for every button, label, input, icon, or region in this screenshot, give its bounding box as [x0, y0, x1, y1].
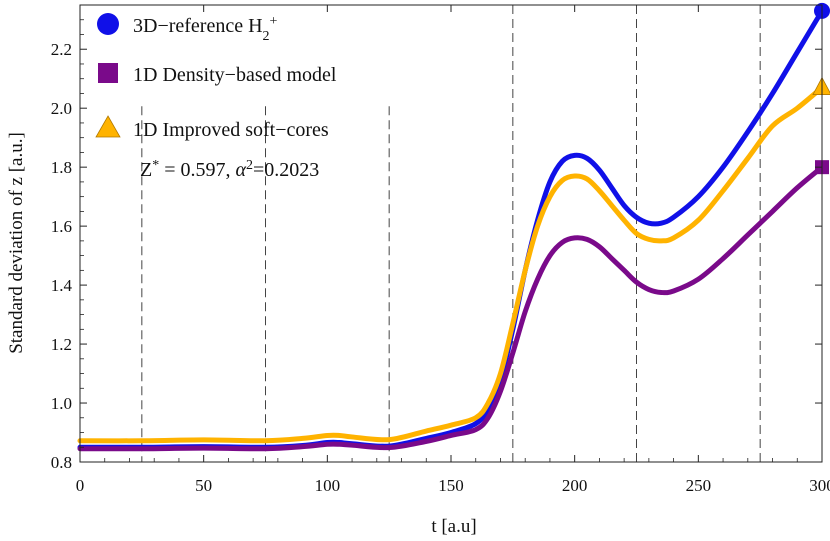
- x-tick-label: 0: [76, 476, 85, 495]
- x-axis-title: t [a.u]: [431, 516, 476, 537]
- vertical-dashed-lines: [141, 5, 761, 462]
- legend-square-marker: [98, 63, 118, 83]
- annotation-alpha: α: [236, 159, 247, 181]
- x-tick-label: 300: [809, 476, 830, 495]
- parameter-annotation: Z* = 0.597, α2=0.2023: [140, 158, 319, 182]
- x-tick-label: 150: [438, 476, 464, 495]
- annotation-alpha-sup: 2: [246, 158, 253, 173]
- y-tick-label: 0.8: [51, 453, 72, 472]
- y-tick-label: 2.0: [51, 99, 72, 118]
- x-tick-label: 200: [562, 476, 588, 495]
- annotation-z-sup: *: [152, 158, 159, 173]
- x-tick-label: 50: [195, 476, 212, 495]
- y-tick-label: 1.2: [51, 335, 72, 354]
- legend-triangle-marker: [95, 115, 121, 138]
- legend-label-density: 1D Density−based model: [133, 64, 337, 86]
- x-tick-label: 250: [686, 476, 712, 495]
- annotation-alpha-value: =0.2023: [253, 159, 319, 181]
- series-line-square: [77, 164, 825, 452]
- legend: 3D−reference H2+ 1D Density−based model …: [95, 13, 337, 141]
- series-line-triangle: [77, 85, 825, 444]
- legend-ref-sup: +: [270, 14, 278, 29]
- y-axis-title: Standard deviation of z [a.u.]: [6, 132, 27, 354]
- legend-circle-marker: [97, 13, 119, 35]
- annotation-z: Z: [140, 159, 152, 181]
- annotation-z-value: = 0.597,: [159, 159, 235, 181]
- x-tick-label: 100: [315, 476, 341, 495]
- legend-ref-sub: 2: [263, 29, 270, 44]
- legend-label-3d-reference: 3D−reference H2+: [133, 14, 278, 44]
- y-tick-label: 1.8: [51, 158, 72, 177]
- legend-label-improved: 1D Improved soft−cores: [133, 119, 329, 141]
- y-tick-label: 1.4: [51, 276, 73, 295]
- series-lines: [77, 8, 825, 452]
- axes: 0 50 100 150 200 250 300 0.8 1.0 1.2 1.4 1.6 1.8 2.0 2…: [51, 4, 830, 495]
- legend-ref-main: 3D−reference H: [133, 15, 263, 37]
- y-tick-label: 2.2: [51, 40, 72, 59]
- y-tick-label: 1.6: [51, 217, 72, 236]
- y-tick-label: 1.0: [51, 394, 72, 413]
